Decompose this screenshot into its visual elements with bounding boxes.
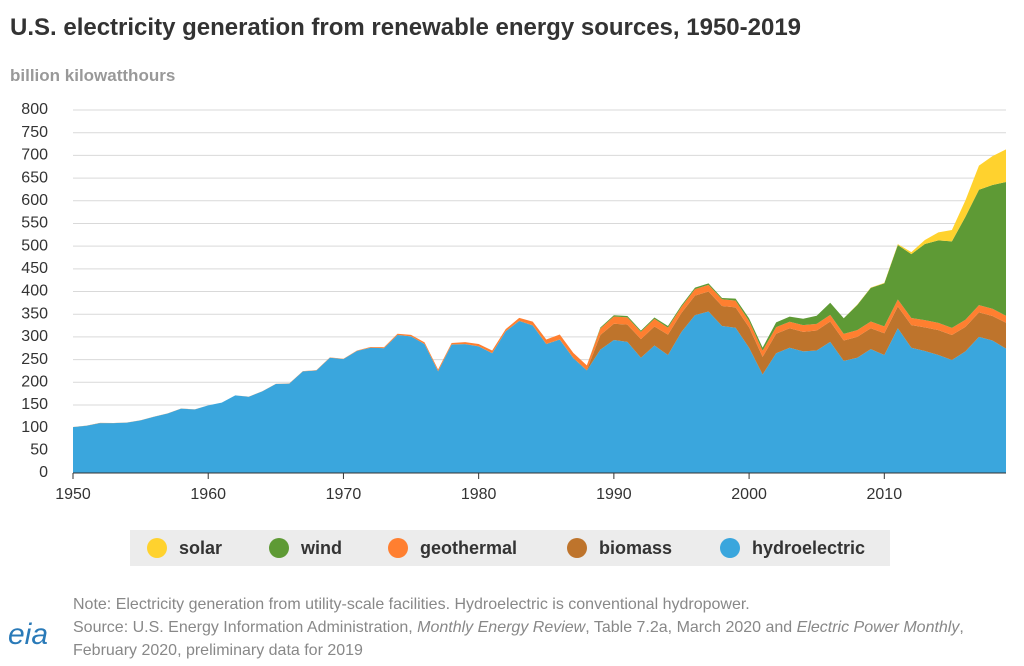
x-tick-label: 1970 xyxy=(326,486,362,503)
x-tick-label: 1960 xyxy=(190,486,226,503)
y-tick-label: 550 xyxy=(21,215,48,232)
note: Note: Electricity generation from utilit… xyxy=(73,596,750,613)
y-tick-label: 750 xyxy=(21,124,48,141)
y-tick-label: 300 xyxy=(21,328,48,345)
y-tick-label: 0 xyxy=(39,464,48,481)
legend-label: hydroelectric xyxy=(752,538,865,558)
y-tick-label: 500 xyxy=(21,237,48,254)
legend-label: geothermal xyxy=(420,538,517,558)
chart-title: U.S. electricity generation from renewab… xyxy=(10,14,802,41)
x-tick-label: 2000 xyxy=(731,486,767,503)
source: Source: U.S. Energy Information Administ… xyxy=(73,616,1003,662)
logo: eia xyxy=(8,618,49,651)
y-tick-label: 450 xyxy=(21,260,48,277)
legend-box xyxy=(130,530,890,566)
source-text: Monthly Energy Review xyxy=(417,619,586,636)
y-tick-label: 350 xyxy=(21,305,48,322)
legend-label: biomass xyxy=(599,538,672,558)
y-tick-label: 650 xyxy=(21,169,48,186)
legend-marker xyxy=(720,538,740,558)
source-text: , Table 7.2a, March 2020 and xyxy=(585,619,797,636)
y-axis-label: billion kilowatthours xyxy=(10,66,176,85)
x-tick-label: 1980 xyxy=(461,486,497,503)
y-tick-label: 50 xyxy=(30,442,48,459)
legend-label: wind xyxy=(300,538,342,558)
legend-marker xyxy=(567,538,587,558)
y-tick-label: 200 xyxy=(21,373,48,390)
source-text: , February 2020, preliminary data for 20… xyxy=(73,619,964,659)
legend-marker xyxy=(147,538,167,558)
y-tick-label: 400 xyxy=(21,283,48,300)
y-tick-label: 100 xyxy=(21,419,48,436)
y-tick-label: 700 xyxy=(21,147,48,164)
y-tick-label: 800 xyxy=(21,101,48,118)
legend-label: solar xyxy=(179,538,222,558)
x-tick-label: 1990 xyxy=(596,486,632,503)
area xyxy=(73,311,1006,473)
y-tick-label: 150 xyxy=(21,396,48,413)
x-tick-label: 2010 xyxy=(867,486,903,503)
source-text: Electric Power Monthly xyxy=(796,619,960,636)
source-text: Source: U.S. Energy Information Administ… xyxy=(73,619,418,636)
legend-marker xyxy=(269,538,289,558)
y-tick-label: 600 xyxy=(21,192,48,209)
x-tick-label: 1950 xyxy=(55,486,91,503)
legend-marker xyxy=(388,538,408,558)
y-tick-label: 250 xyxy=(21,351,48,368)
